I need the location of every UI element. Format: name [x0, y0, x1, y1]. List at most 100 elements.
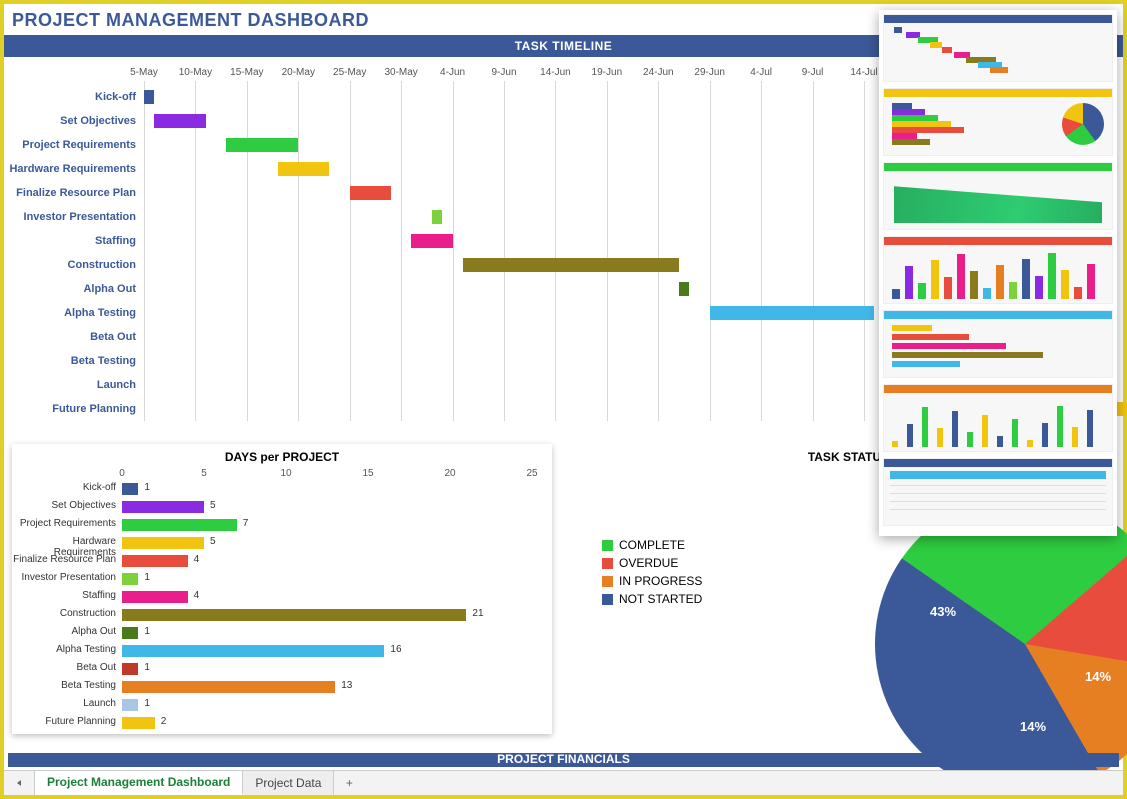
thumbnail-2[interactable] — [883, 162, 1113, 230]
timeline-date-label: 24-Jun — [643, 67, 674, 78]
days-bar — [122, 627, 138, 639]
days-x-tick: 20 — [444, 468, 455, 479]
timeline-date-label: 25-May — [333, 67, 366, 78]
gantt-bar — [226, 138, 298, 152]
days-bar — [122, 591, 188, 603]
task-status-pie: 43% 14% 14% — [875, 494, 1127, 794]
thumbnail-6[interactable] — [883, 458, 1113, 526]
gantt-task-label: Project Requirements — [4, 133, 144, 157]
gantt-task-label: Investor Presentation — [4, 205, 144, 229]
legend-swatch — [602, 594, 613, 605]
days-per-project-card: DAYS per PROJECT 0510152025Kick-off1Set … — [12, 444, 552, 734]
gantt-task-label: Beta Testing — [4, 349, 144, 373]
gantt-task-label: Alpha Testing — [4, 301, 144, 325]
gantt-task-label: Finalize Resource Plan — [4, 181, 144, 205]
days-task-label: Alpha Testing — [12, 644, 122, 655]
timeline-date-label: 14-Jul — [850, 67, 877, 78]
days-value-label: 1 — [144, 572, 150, 583]
days-task-label: Launch — [12, 698, 122, 709]
gantt-bar — [710, 306, 875, 320]
days-bar — [122, 681, 335, 693]
days-bar — [122, 555, 188, 567]
days-bar — [122, 645, 384, 657]
financials-section-header: PROJECT FINANCIALS — [8, 753, 1119, 767]
timeline-date-label: 15-May — [230, 67, 263, 78]
days-value-label: 4 — [194, 554, 200, 565]
days-task-label: Beta Out — [12, 662, 122, 673]
gantt-task-label: Construction — [4, 253, 144, 277]
thumbnail-4[interactable] — [883, 310, 1113, 378]
days-task-label: Alpha Out — [12, 626, 122, 637]
gantt-bar — [154, 114, 205, 128]
gantt-bar — [432, 210, 442, 224]
days-value-label: 16 — [390, 644, 401, 655]
gantt-bar — [679, 282, 689, 296]
gantt-task-label: Beta Out — [4, 325, 144, 349]
tab-project-data[interactable]: Project Data — [243, 771, 334, 795]
timeline-date-label: 20-May — [282, 67, 315, 78]
days-value-label: 5 — [210, 536, 216, 547]
legend-item: IN PROGRESS — [602, 574, 702, 588]
timeline-date-label: 29-Jun — [694, 67, 725, 78]
thumbnail-5[interactable] — [883, 384, 1113, 452]
legend-item: OVERDUE — [602, 556, 702, 570]
timeline-date-label: 14-Jun — [540, 67, 571, 78]
gantt-task-label: Hardware Requirements — [4, 157, 144, 181]
thumbnail-0[interactable] — [883, 14, 1113, 82]
legend-label: OVERDUE — [619, 556, 678, 570]
thumbnail-nav-panel[interactable] — [879, 10, 1117, 536]
tab-label: Project Management Dashboard — [47, 775, 230, 789]
pie-slice-label: 43% — [930, 604, 956, 619]
legend-label: COMPLETE — [619, 538, 685, 552]
gantt-task-label: Set Objectives — [4, 109, 144, 133]
legend-label: NOT STARTED — [619, 592, 702, 606]
days-value-label: 13 — [341, 680, 352, 691]
timeline-date-label: 9-Jun — [491, 67, 516, 78]
days-value-label: 2 — [161, 716, 167, 727]
timeline-date-label: 30-May — [384, 67, 417, 78]
pie-slice-label: 14% — [1085, 669, 1111, 684]
days-value-label: 4 — [194, 590, 200, 601]
days-chart-title: DAYS per PROJECT — [12, 444, 552, 466]
days-bar — [122, 519, 237, 531]
thumbnail-1[interactable] — [883, 88, 1113, 156]
days-bar — [122, 483, 138, 495]
gantt-bar — [411, 234, 452, 248]
tab-project-management-dashboard[interactable]: Project Management Dashboard — [35, 771, 243, 795]
legend-swatch — [602, 576, 613, 587]
days-task-label: Investor Presentation — [12, 572, 122, 583]
legend-label: IN PROGRESS — [619, 574, 702, 588]
dashboard-frame: PROJECT MANAGEMENT DASHBOARD TASK TIMELI… — [0, 0, 1127, 799]
legend-swatch — [602, 558, 613, 569]
days-task-label: Beta Testing — [12, 680, 122, 691]
timeline-date-label: 10-May — [179, 67, 212, 78]
gantt-task-label: Kick-off — [4, 85, 144, 109]
gantt-task-label: Future Planning — [4, 397, 144, 421]
days-value-label: 1 — [144, 698, 150, 709]
pie-slice-label: 14% — [1020, 719, 1046, 734]
days-bar — [122, 699, 138, 711]
task-status-legend: COMPLETE OVERDUE IN PROGRESS NOT STARTED — [602, 534, 702, 610]
days-bar — [122, 573, 138, 585]
legend-item: COMPLETE — [602, 538, 702, 552]
add-sheet-button[interactable]: + — [334, 771, 364, 795]
days-x-tick: 0 — [119, 468, 125, 479]
sheet-nav-icon[interactable] — [4, 771, 35, 795]
thumbnail-3[interactable] — [883, 236, 1113, 304]
days-bar — [122, 717, 155, 729]
gantt-bar — [144, 90, 154, 104]
days-value-label: 1 — [144, 482, 150, 493]
days-value-label: 1 — [144, 626, 150, 637]
days-bar — [122, 609, 466, 621]
days-x-tick: 15 — [362, 468, 373, 479]
days-task-label: Finalize Resource Plan — [12, 554, 122, 565]
tab-label: Project Data — [255, 776, 321, 790]
legend-swatch — [602, 540, 613, 551]
timeline-date-label: 5-May — [130, 67, 158, 78]
days-value-label: 1 — [144, 662, 150, 673]
timeline-date-label: 4-Jun — [440, 67, 465, 78]
timeline-date-label: 9-Jul — [802, 67, 824, 78]
sheet-tab-bar: Project Management Dashboard Project Dat… — [4, 770, 1123, 795]
days-bar — [122, 663, 138, 675]
gantt-bar — [350, 186, 391, 200]
